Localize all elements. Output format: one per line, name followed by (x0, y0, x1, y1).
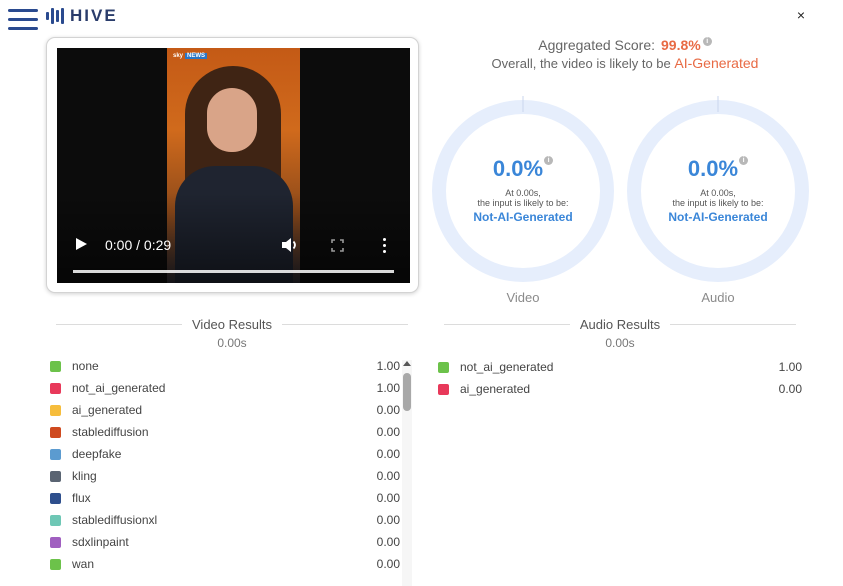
result-row: kling 0.00 (50, 467, 400, 489)
info-icon[interactable]: i (544, 156, 554, 165)
audio-gauge-line1: At 0.00s, (700, 188, 736, 198)
result-row: flux 0.00 (50, 489, 400, 511)
color-swatch (50, 361, 61, 372)
video-progress-bar[interactable] (73, 270, 394, 273)
menu-icon[interactable] (8, 9, 38, 31)
video-player-card: sky NEWS 0:00 / 0:29 (46, 37, 419, 293)
color-swatch (50, 515, 61, 526)
time-display: 0:00 / 0:29 (105, 237, 172, 253)
aggregated-score: Aggregated Score: 99.8% i Overall, the vid… (430, 37, 820, 71)
color-swatch (50, 449, 61, 460)
video-gauge: 0.0% i At 0.00s, the input is likely to b… (428, 96, 618, 286)
hive-logo-icon (46, 8, 64, 24)
news-watermark: sky NEWS (173, 53, 208, 59)
hive-logo: HIVE (46, 6, 118, 26)
audio-results-header: Audio Results 0.00s (444, 316, 796, 350)
result-row: ai_generated 0.00 (50, 401, 400, 423)
scrollbar-thumb[interactable] (403, 373, 411, 411)
result-label: stablediffusion (72, 425, 149, 439)
result-label: wan (72, 557, 95, 571)
aggregated-score-label: Aggregated Score: (538, 37, 656, 53)
audio-results-time: 0.00s (605, 336, 635, 350)
result-label: none (72, 359, 99, 373)
result-label: kling (72, 469, 97, 483)
result-row: not_ai_generated 1.00 (50, 379, 400, 401)
video-results-time: 0.00s (217, 336, 247, 350)
result-row: none 1.00 (50, 357, 400, 379)
info-icon[interactable]: i (739, 156, 749, 165)
result-label: stablediffusionxl (72, 513, 158, 527)
play-icon[interactable] (76, 238, 87, 250)
result-value: 0.00 (376, 447, 400, 461)
result-row: wan 0.00 (50, 555, 400, 577)
result-value: 0.00 (778, 382, 802, 396)
video-gauge-label: Video (506, 290, 540, 305)
color-swatch (50, 537, 61, 548)
logo-text: HIVE (70, 6, 118, 25)
audio-gauge-verdict: Not-AI-Generated (668, 210, 768, 224)
video-gauge-line2: the input is likely to be: (477, 198, 569, 208)
result-label: ai_generated (72, 403, 143, 417)
result-row: stablediffusion 0.00 (50, 423, 400, 445)
video-results-scrollbar[interactable] (402, 360, 412, 586)
color-swatch (50, 405, 61, 416)
color-swatch (438, 362, 449, 373)
aggregated-summary: Overall, the video is likely to be (491, 56, 671, 71)
result-label: not_ai_generated (72, 381, 166, 395)
aggregated-verdict: AI-Generated (674, 55, 759, 71)
info-icon[interactable]: i (702, 37, 712, 46)
result-label: sdxlinpaint (72, 535, 129, 549)
color-swatch (50, 559, 61, 570)
result-label: flux (72, 491, 91, 505)
result-label: not_ai_generated (460, 360, 554, 374)
fullscreen-icon[interactable] (331, 239, 344, 252)
color-swatch (50, 471, 61, 482)
result-value: 0.00 (376, 557, 400, 571)
result-row: sdxlinpaint 0.00 (50, 533, 400, 555)
result-value: 0.00 (376, 425, 400, 439)
color-swatch (50, 383, 61, 394)
video-results-header: Video Results 0.00s (56, 316, 408, 350)
video-player[interactable]: sky NEWS 0:00 / 0:29 (57, 48, 410, 283)
aggregated-score-value: 99.8% (661, 37, 701, 53)
scroll-up-arrow-icon[interactable] (403, 361, 411, 366)
result-value: 0.00 (376, 491, 400, 505)
result-value: 0.00 (376, 535, 400, 549)
audio-gauge-line2: the input is likely to be: (672, 198, 764, 208)
result-value: 1.00 (376, 359, 400, 373)
audio-gauge: 0.0% i At 0.00s, the input is likely to b… (623, 96, 813, 286)
result-row: not_ai_generated 1.00 (438, 358, 802, 380)
result-label: deepfake (72, 447, 122, 461)
result-value: 0.00 (376, 513, 400, 527)
audio-results-title: Audio Results (569, 317, 671, 332)
result-row: deepfake 0.00 (50, 445, 400, 467)
result-row: ai_generated 0.00 (438, 380, 802, 402)
video-gauge-verdict: Not-AI-Generated (473, 210, 573, 224)
audio-gauge-label: Audio (701, 290, 735, 305)
color-swatch (438, 384, 449, 395)
more-options-icon[interactable] (383, 238, 387, 253)
close-icon[interactable]: × (796, 7, 805, 23)
result-row: stablediffusionxl 0.00 (50, 511, 400, 533)
audio-gauge-value: 0.0% (687, 156, 739, 181)
video-gauge-value: 0.0% (492, 156, 544, 181)
result-value: 0.00 (376, 469, 400, 483)
video-results-title: Video Results (182, 317, 282, 332)
color-swatch (50, 493, 61, 504)
volume-icon[interactable] (281, 237, 299, 253)
result-value: 0.00 (376, 403, 400, 417)
result-label: ai_generated (460, 382, 531, 396)
color-swatch (50, 427, 61, 438)
video-gauge-line1: At 0.00s, (505, 188, 541, 198)
result-value: 1.00 (376, 381, 400, 395)
result-value: 1.00 (778, 360, 802, 374)
